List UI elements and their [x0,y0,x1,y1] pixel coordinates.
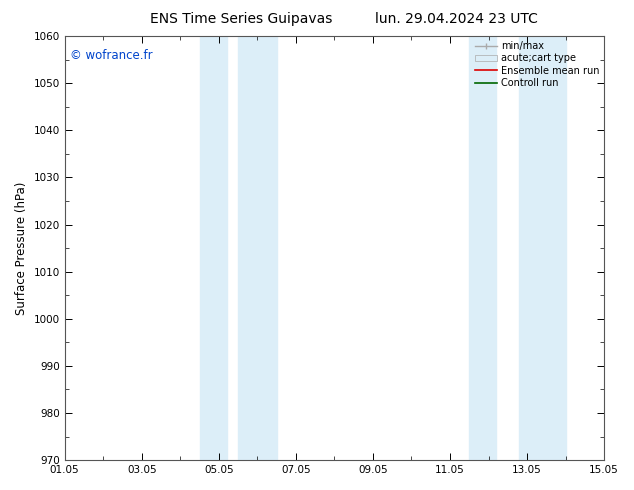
Text: lun. 29.04.2024 23 UTC: lun. 29.04.2024 23 UTC [375,12,538,26]
Legend: min/max, acute;cart type, Ensemble mean run, Controll run: min/max, acute;cart type, Ensemble mean … [474,39,601,90]
Text: ENS Time Series Guipavas: ENS Time Series Guipavas [150,12,332,26]
Text: © wofrance.fr: © wofrance.fr [70,49,153,62]
Bar [238,36,276,460]
Bar [200,36,226,460]
Bar [519,36,566,460]
Bar [469,36,496,460]
Y-axis label: Surface Pressure (hPa): Surface Pressure (hPa) [15,181,28,315]
